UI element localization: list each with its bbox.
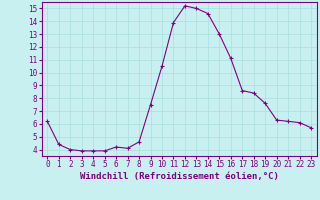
X-axis label: Windchill (Refroidissement éolien,°C): Windchill (Refroidissement éolien,°C)	[80, 172, 279, 181]
